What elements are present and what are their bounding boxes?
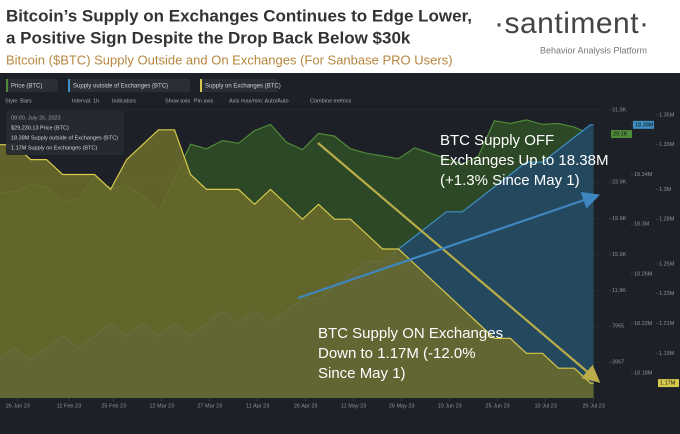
tab[interactable] <box>6 79 58 92</box>
tab-label[interactable]: Price (BTC) <box>11 84 42 90</box>
current-value-label: 18.38M <box>635 122 654 128</box>
y-tick-label: 31.9K <box>612 107 627 113</box>
y-tick-label: 1.3M <box>659 187 672 193</box>
arrow-up <box>297 191 601 300</box>
logo-tagline: Behavior Analysis Platform <box>540 45 647 55</box>
y-tick-label: 3967 <box>612 360 624 366</box>
tooltip-line: 09:00, July 25, 2023 <box>11 115 61 121</box>
y-tick-label: 7965 <box>612 324 624 330</box>
annotation: BTC Supply ON Exchanges <box>318 325 503 342</box>
x-tick-label: 11 Feb 23 <box>57 403 81 409</box>
y-tick-label: 1.25M <box>659 261 675 267</box>
x-tick-label: 10 Jul 23 <box>534 403 556 409</box>
toolbar-item[interactable]: Combine metrics <box>310 98 352 104</box>
arrow-down <box>317 142 601 383</box>
chart-subtitle: Bitcoin ($BTC) Supply Outside and On Exc… <box>6 52 453 67</box>
y-tick-label: 11.9K <box>612 288 626 294</box>
current-value-label: 1.17M <box>660 381 676 387</box>
toolbar-item[interactable]: Style: Bars <box>5 98 32 104</box>
y-tick-label: 18.3M <box>634 222 650 228</box>
toolbar-item[interactable]: Indicators <box>112 98 136 104</box>
y-tick-label: 18.18M <box>634 371 653 377</box>
annotation: Exchanges Up to 18.38M <box>440 152 608 169</box>
tab-stripe <box>6 79 8 92</box>
tooltip-line: 1.17M Supply on Exchanges (BTC) <box>11 145 97 151</box>
x-tick-label: 10 Jun 23 <box>438 403 462 409</box>
current-value-label: 29.1K <box>613 131 628 137</box>
x-tick-label: 11 Apr 23 <box>246 403 269 409</box>
y-tick-label: 1.28M <box>659 217 675 223</box>
y-tick-label: 15.9K <box>612 252 627 258</box>
tooltip-line: $29,230.13 Price (BTC) <box>11 125 69 131</box>
y-tick-label: 18.26M <box>634 271 653 277</box>
x-tick-label: 26 May 23 <box>389 403 415 409</box>
x-tick-label: 11 May 23 <box>341 403 366 409</box>
toolbar-item[interactable]: Axis max/min: Auto/Auto <box>229 98 289 104</box>
y-tick-label: 18.34M <box>634 172 653 178</box>
chart-title: Bitcoin’s Supply on Exchanges Continues … <box>6 6 472 25</box>
y-tick-label: 1.35M <box>659 112 675 118</box>
tooltip-bg <box>6 111 124 155</box>
y-tick-label: 19.9K <box>612 216 627 222</box>
x-tick-label: 25 Jul 23 <box>582 403 604 409</box>
y-tick-label: 1.21M <box>659 321 675 327</box>
tooltip-line: 18.38M Supply outside of Exchanges (BTC) <box>11 135 118 141</box>
plot: ·santiment· <box>0 109 600 398</box>
chart-title: a Positive Sign Despite the Drop Back Be… <box>6 28 411 47</box>
current-value-box <box>658 379 679 388</box>
overlay <box>297 142 601 383</box>
annotation: BTC Supply OFF <box>440 132 554 149</box>
x-tick-label: 12 Mar 23 <box>149 403 174 409</box>
toolbar-item[interactable]: Show axis <box>165 98 190 104</box>
tab-label[interactable]: Supply outside of Exchanges (BTC) <box>73 84 168 90</box>
tab[interactable] <box>200 79 278 92</box>
y-tick-label: 18.22M <box>634 321 653 327</box>
annotation: (+1.3% Since May 1) <box>440 172 580 189</box>
x-tick-label: 25 Feb 23 <box>101 403 126 409</box>
y-tick-label: 1.19M <box>659 351 675 357</box>
toolbar-item[interactable]: Interval: 1h <box>72 98 99 104</box>
annotation: Since May 1) <box>318 365 406 382</box>
y-tick-label: 23.9K <box>612 180 627 186</box>
tab[interactable] <box>68 79 190 92</box>
y-tick-label: 1.23M <box>659 291 675 297</box>
logo: ·santiment· <box>494 7 650 40</box>
current-value-box <box>633 120 654 129</box>
current-value-box <box>611 130 632 139</box>
tab-label[interactable]: Supply on Exchanges (BTC) <box>205 84 281 90</box>
x-tick-label: 25 Jun 23 <box>486 403 510 409</box>
x-tick-label: 26 Jan 23 <box>6 403 30 409</box>
series-line <box>0 129 594 384</box>
x-tick-label: 27 Mar 23 <box>197 403 222 409</box>
x-tick-label: 26 Apr 23 <box>294 403 318 409</box>
tab-stripe <box>68 79 70 92</box>
header-bg <box>0 0 680 73</box>
y-tick-label: 1.33M <box>659 142 675 148</box>
tab-stripe <box>200 79 202 92</box>
annotation: Down to 1.17M (-12.0% <box>318 345 476 362</box>
area <box>0 129 594 398</box>
toolbar-item[interactable]: Pin axis <box>194 98 214 104</box>
